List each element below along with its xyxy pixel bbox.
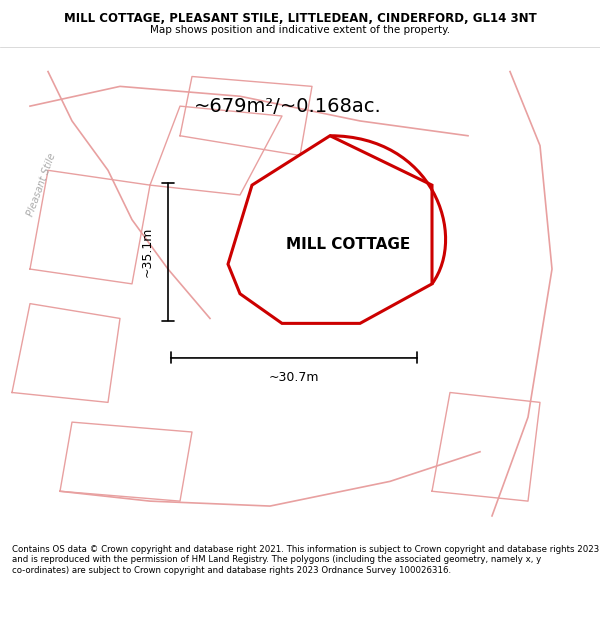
Bar: [282, 205, 402, 284]
Text: Pleasant Stile: Pleasant Stile: [26, 152, 58, 218]
Text: ~35.1m: ~35.1m: [140, 227, 154, 277]
Text: ~679m²/~0.168ac.: ~679m²/~0.168ac.: [194, 97, 382, 116]
Polygon shape: [228, 136, 432, 323]
Text: Map shows position and indicative extent of the property.: Map shows position and indicative extent…: [150, 25, 450, 35]
Text: MILL COTTAGE: MILL COTTAGE: [286, 237, 410, 252]
Text: Contains OS data © Crown copyright and database right 2021. This information is : Contains OS data © Crown copyright and d…: [12, 545, 599, 574]
Text: ~30.7m: ~30.7m: [269, 371, 319, 384]
Text: MILL COTTAGE, PLEASANT STILE, LITTLEDEAN, CINDERFORD, GL14 3NT: MILL COTTAGE, PLEASANT STILE, LITTLEDEAN…: [64, 12, 536, 25]
